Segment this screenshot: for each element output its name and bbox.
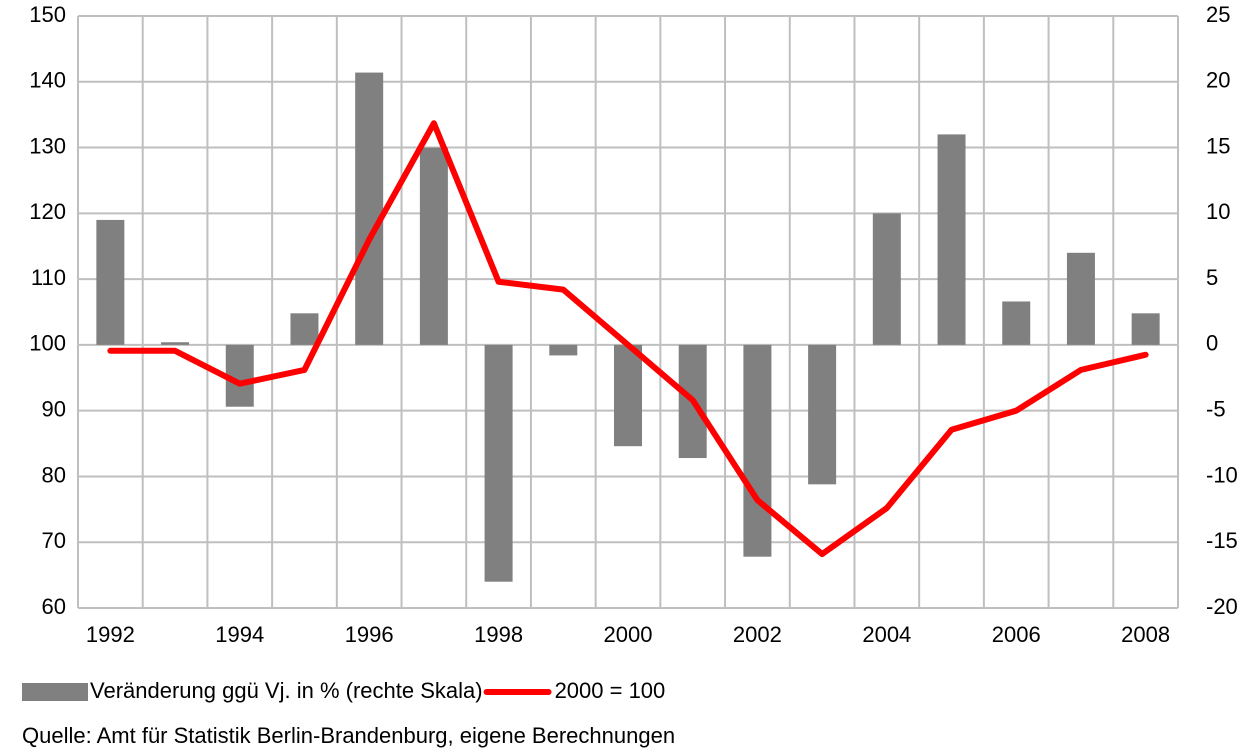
bar <box>161 342 190 345</box>
y-tick-label: 120 <box>29 199 66 224</box>
legend-swatch <box>22 683 88 701</box>
bar <box>743 344 772 557</box>
y-tick-label: 130 <box>29 133 66 158</box>
bar <box>290 313 319 345</box>
y2-tick-label: 25 <box>1206 2 1230 27</box>
x-tick-label: 2004 <box>862 622 911 647</box>
x-tick-label: 1998 <box>474 622 523 647</box>
y-tick-label: 140 <box>29 68 66 93</box>
y2-tick-label: -15 <box>1206 528 1238 553</box>
y2-tick-label: 10 <box>1206 199 1230 224</box>
bar <box>419 147 448 345</box>
y-tick-label: 90 <box>42 396 66 421</box>
x-tick-label: 1992 <box>86 622 135 647</box>
bar <box>614 344 642 447</box>
y-tick-label: 150 <box>29 2 66 27</box>
bar <box>937 134 966 345</box>
y-tick-label: 110 <box>31 265 66 290</box>
y2-tick-label: 0 <box>1206 331 1218 356</box>
y2-tick-label: -10 <box>1206 462 1238 487</box>
bar <box>808 344 837 485</box>
y2-tick-label: -5 <box>1206 396 1226 421</box>
y-tick-label: 60 <box>42 594 66 619</box>
y2-tick-label: 5 <box>1206 265 1218 290</box>
x-tick-label: 2006 <box>992 622 1041 647</box>
x-tick-label: 2002 <box>733 622 782 647</box>
x-tick-label: 1996 <box>345 622 394 647</box>
y2-tick-label: -20 <box>1206 594 1238 619</box>
bar <box>484 344 513 582</box>
x-tick-label: 2008 <box>1121 622 1170 647</box>
line <box>107 120 1149 558</box>
bar <box>1066 252 1095 345</box>
y-tick-label: 100 <box>29 331 66 356</box>
bar <box>1002 301 1031 345</box>
x-tick-label: 2000 <box>604 622 653 647</box>
legend-label: Veränderung ggü Vj. in % (rechte Skala) <box>90 678 483 703</box>
y-tick-label: 80 <box>42 462 66 487</box>
y-tick-label: 70 <box>42 528 66 553</box>
y2-tick-label: 20 <box>1206 68 1230 93</box>
y2-tick-label: 15 <box>1206 133 1230 158</box>
x-tick-label: 1994 <box>215 622 264 647</box>
bar <box>1131 313 1160 345</box>
bar <box>355 72 384 345</box>
bar <box>872 213 901 345</box>
bar <box>96 219 125 345</box>
legend-label: 2000 = 100 <box>555 678 666 703</box>
bar <box>549 344 578 356</box>
source: Quelle: Amt für Statistik Berlin-Branden… <box>22 723 675 748</box>
